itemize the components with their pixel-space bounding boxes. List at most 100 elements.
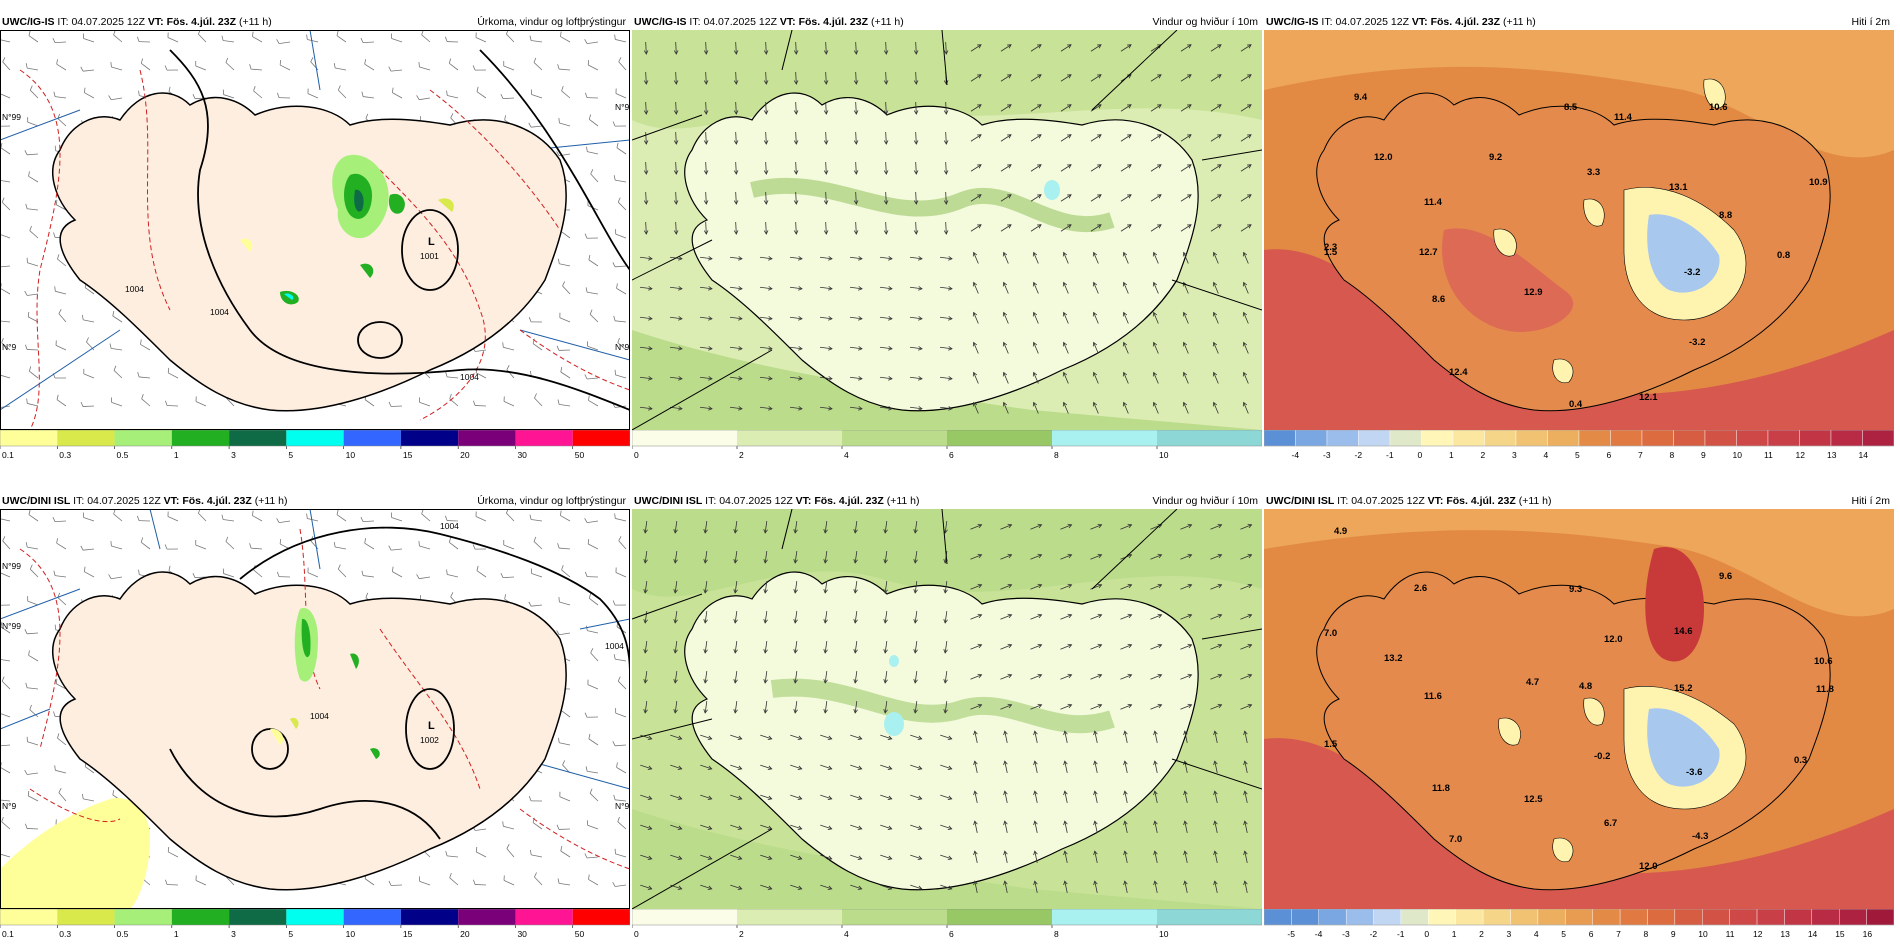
wind-arrow: [730, 764, 742, 770]
wind-arrow-head: [1067, 583, 1073, 589]
wind-arrow-head: [917, 795, 923, 800]
wind-arrow: [1243, 372, 1249, 384]
wind-arrow-head: [853, 170, 859, 175]
wind-barb: [251, 547, 263, 550]
wind-arrow: [675, 101, 677, 115]
wind-barb-flag: [445, 515, 448, 521]
wind-barb: [615, 799, 627, 802]
wind-barb: [83, 319, 95, 323]
wind-barb: [475, 516, 487, 522]
precip-colorbar-swatch: [458, 430, 516, 446]
wind-arrow-head: [823, 679, 828, 684]
colorbar-frame: [0, 430, 630, 447]
wind-arrow: [1030, 554, 1042, 560]
wind-barb-flag: [557, 399, 560, 405]
wind-barb-flag: [306, 34, 308, 40]
wind-arrow: [1243, 402, 1249, 414]
wind-arrow-head: [977, 703, 983, 709]
wind-arrow: [705, 131, 707, 145]
lead-time: (+11 h): [254, 495, 288, 507]
wind-arrow: [1064, 851, 1068, 863]
wind-barb: [307, 93, 319, 99]
precip-area: [0, 798, 150, 909]
wind-arrow: [669, 346, 683, 350]
wind-arrow-head: [1157, 523, 1163, 529]
wind-arrow: [1154, 791, 1158, 803]
wind-arrow: [729, 406, 743, 410]
colorbar-tick-label: 0: [1424, 929, 1429, 939]
wind-barb-flag: [221, 35, 224, 41]
iceland-outline: [684, 92, 1199, 412]
wind-arrow-head: [703, 230, 709, 235]
wind-arrow-head: [1242, 281, 1248, 287]
wind-arrow: [1180, 134, 1192, 142]
valid-time: Fös. 4.júl. 23Z: [166, 16, 237, 28]
wind-barb: [0, 744, 11, 747]
wind-arrow: [1180, 74, 1192, 82]
wind-arrow: [1033, 282, 1039, 294]
wind-arrow-head: [1123, 820, 1128, 826]
wind-arrow: [970, 44, 982, 52]
wind-arrow-head: [703, 709, 708, 714]
wind-arrow: [970, 644, 982, 650]
wind-arrow: [794, 551, 798, 563]
wind-arrow-head: [1217, 224, 1222, 229]
wind-arrow: [970, 524, 982, 530]
wind-arrow-head: [707, 735, 713, 740]
precip-colorbar-swatch: [515, 430, 573, 446]
wind-barb-flag: [416, 574, 420, 579]
wind-arrow: [1180, 704, 1192, 710]
temp-colorbar-swatch: [1455, 909, 1484, 926]
lat-label: N°99: [2, 621, 21, 631]
wind-arrow: [1120, 164, 1132, 172]
lat-label: N°99: [2, 561, 21, 571]
wind-arrow: [1150, 554, 1162, 560]
wind-arrow: [1244, 851, 1248, 863]
glacier-zone: [1498, 717, 1521, 746]
wind-barb-flag: [476, 86, 479, 92]
wind-barb: [559, 68, 571, 71]
wind-arrow-head: [1093, 850, 1098, 856]
wind-barb: [559, 601, 571, 606]
wind-arrow: [1150, 584, 1162, 590]
init-time: 04.07.2025 12Z: [719, 495, 793, 507]
wind-arrow-head: [763, 679, 768, 684]
wind-arrow-head: [1037, 224, 1042, 229]
wind-arrow: [1154, 851, 1158, 863]
iceland-outline: [1316, 571, 1831, 891]
wind-arrow-head: [678, 346, 683, 351]
temp-colorbar-swatch: [1674, 909, 1703, 926]
wind-arrow-head: [977, 194, 982, 199]
wind-arrow: [819, 376, 833, 380]
wind-barb-flag: [276, 571, 280, 577]
wind-arrow-head: [763, 529, 768, 534]
wind-arrow-head: [797, 765, 803, 770]
wind-arrow-head: [883, 649, 888, 654]
wind-arrow: [819, 316, 833, 320]
wind-barb-flag: [585, 287, 588, 293]
wind-barb-flag: [167, 846, 170, 852]
wind-barb: [615, 320, 627, 323]
wind-arrow: [794, 521, 798, 533]
wind-arrow-head: [972, 371, 978, 377]
wind-arrow: [669, 376, 683, 380]
wind-barb: [559, 883, 571, 886]
wind-arrow-head: [913, 110, 919, 115]
wind-arrow-head: [1157, 673, 1163, 679]
wind-barb-flag: [449, 872, 452, 878]
wind-arrow-head: [793, 679, 798, 684]
wind-arrow: [1000, 134, 1012, 142]
wind-barb-flag: [27, 311, 30, 317]
wind-arrow-head: [643, 50, 649, 55]
wind-arrow-head: [888, 316, 893, 321]
wind-barb: [560, 36, 571, 43]
wind-arrow: [1244, 731, 1248, 743]
wind-arrow: [1004, 881, 1008, 893]
it-label: IT:: [1337, 495, 1349, 507]
wind-arrow: [1150, 104, 1162, 112]
wind-barb-flag: [28, 650, 30, 656]
wind-barb: [390, 884, 403, 886]
wind-barb-flag: [80, 545, 84, 551]
wind-arrow-head: [1097, 553, 1103, 559]
wind-arrow-head: [703, 529, 708, 534]
